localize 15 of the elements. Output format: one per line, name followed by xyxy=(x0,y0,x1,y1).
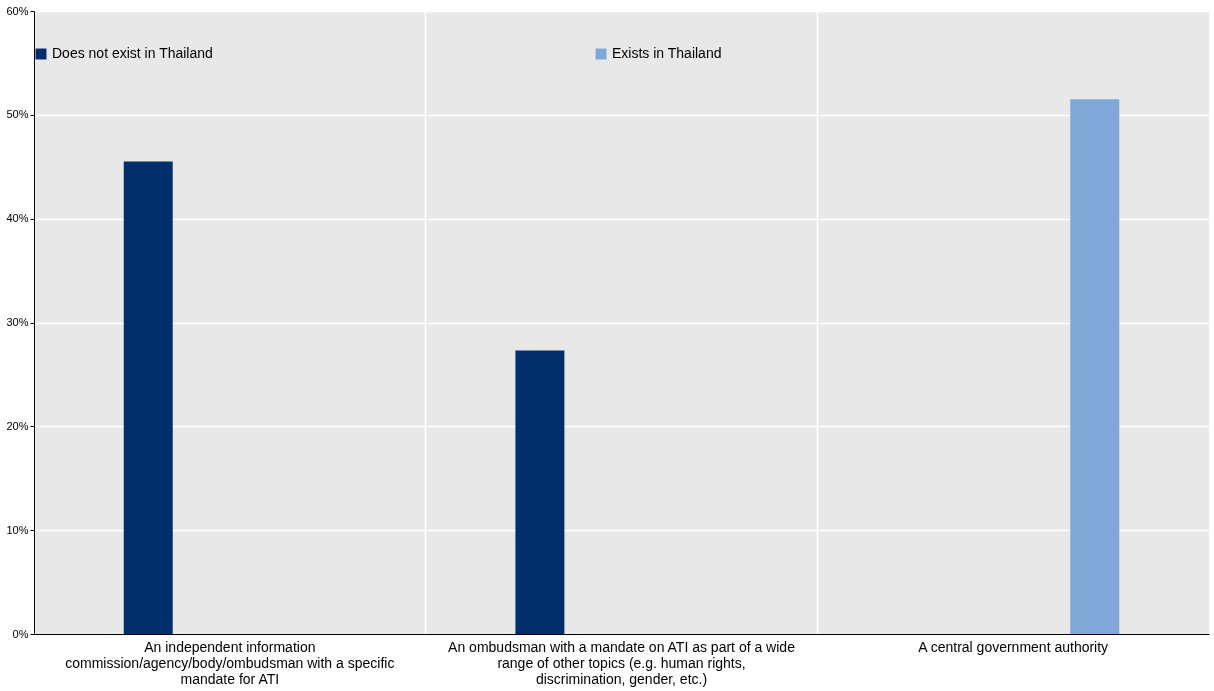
x-tick-label: A central government authority xyxy=(918,638,1109,655)
legend-label: Exists in Thailand xyxy=(612,45,722,61)
y-tick-label: 50% xyxy=(6,108,29,121)
x-tick-label: An independent information commission/agency/body/ombudsman with a specific mandate for ATI xyxy=(65,638,395,687)
y-tick-label: 30% xyxy=(6,316,29,328)
y-tick-label: 10% xyxy=(6,523,29,536)
bar xyxy=(1070,99,1120,634)
y-tick-label: 40% xyxy=(6,212,29,225)
y-tick-label: 0% xyxy=(12,627,29,640)
bar xyxy=(515,350,565,634)
x-tick-label: An ombudsman with a mandate on ATI as part of a wide range of other topics (e.g. human rights, discrimination, gender, etc.) xyxy=(448,638,796,687)
y-tick-label: 60% xyxy=(6,4,29,17)
legend-label: Does not exist in Thailand xyxy=(52,45,213,61)
bar xyxy=(123,161,173,634)
y-tick-label: 20% xyxy=(6,419,29,432)
